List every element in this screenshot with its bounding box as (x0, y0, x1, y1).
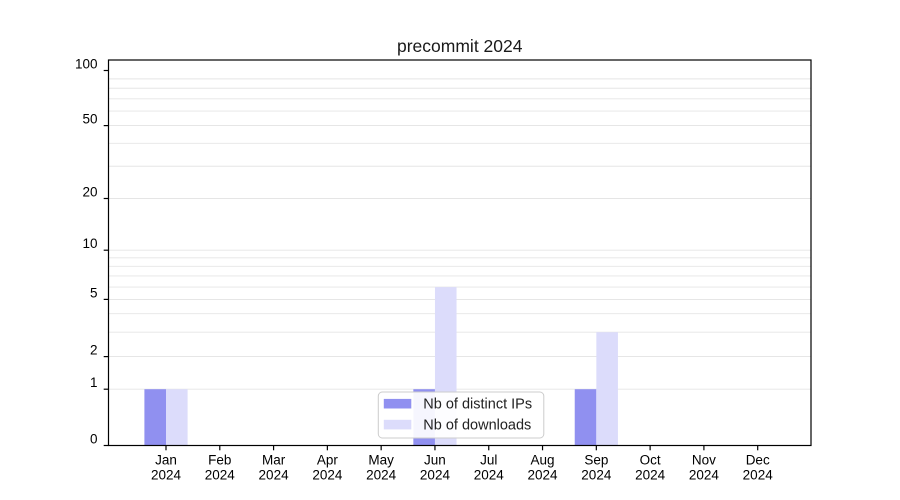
svg-text:May: May (368, 453, 394, 468)
svg-text:20: 20 (82, 184, 97, 199)
svg-text:2024: 2024 (474, 468, 505, 483)
svg-text:5: 5 (90, 285, 98, 300)
svg-text:2024: 2024 (259, 468, 290, 483)
svg-text:Nb of distinct IPs: Nb of distinct IPs (423, 397, 532, 413)
svg-text:2024: 2024 (689, 468, 720, 483)
svg-text:precommit 2024: precommit 2024 (397, 36, 523, 56)
svg-text:100: 100 (75, 56, 98, 71)
svg-text:2024: 2024 (528, 468, 559, 483)
svg-text:Nb of downloads: Nb of downloads (423, 418, 531, 434)
svg-text:50: 50 (82, 112, 97, 127)
svg-text:2024: 2024 (581, 468, 612, 483)
svg-text:Aug: Aug (531, 453, 555, 468)
svg-text:Jan: Jan (155, 453, 177, 468)
svg-text:Oct: Oct (640, 453, 661, 468)
svg-text:1: 1 (90, 375, 98, 390)
svg-text:Feb: Feb (208, 453, 231, 468)
svg-text:Apr: Apr (317, 453, 339, 468)
svg-text:Mar: Mar (262, 453, 286, 468)
svg-text:Dec: Dec (746, 453, 770, 468)
svg-text:2024: 2024 (205, 468, 236, 483)
svg-text:10: 10 (82, 236, 97, 251)
svg-text:2: 2 (90, 343, 98, 358)
svg-text:2024: 2024 (312, 468, 343, 483)
svg-text:0: 0 (90, 431, 98, 446)
svg-text:2024: 2024 (420, 468, 451, 483)
svg-text:Jun: Jun (424, 453, 446, 468)
svg-text:Jul: Jul (480, 453, 497, 468)
svg-text:Sep: Sep (584, 453, 608, 468)
svg-text:2024: 2024 (151, 468, 182, 483)
svg-text:2024: 2024 (635, 468, 666, 483)
svg-text:2024: 2024 (366, 468, 397, 483)
svg-text:2024: 2024 (743, 468, 774, 483)
svg-text:Nov: Nov (692, 453, 716, 468)
